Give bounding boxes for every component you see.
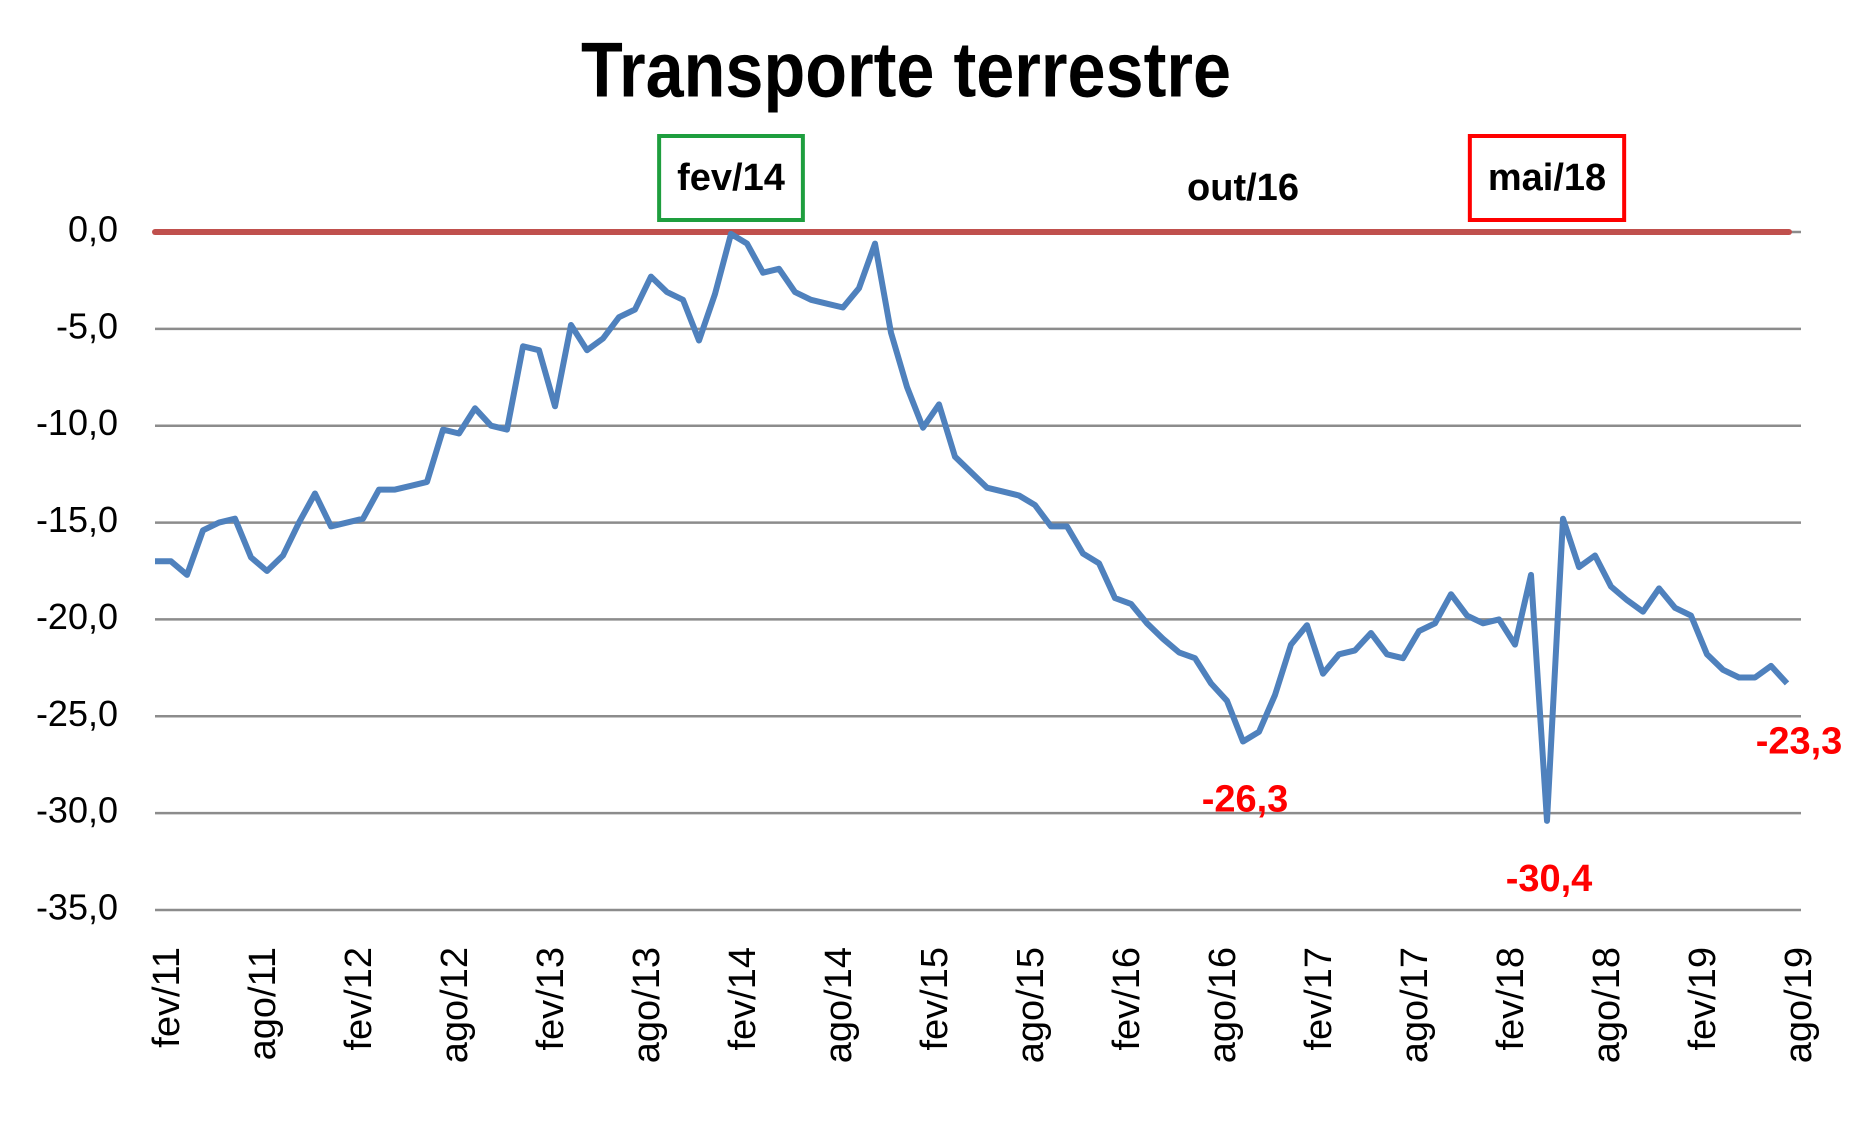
x-tick-label: ago/17 [1394,947,1436,1063]
x-tick-label: ago/15 [1010,947,1052,1063]
y-tick-label: -35,0 [36,887,118,928]
y-tick-label: -20,0 [36,596,118,637]
x-tick-label: fev/18 [1490,947,1532,1051]
y-tick-label: -5,0 [56,305,118,346]
y-tick-label: -15,0 [36,499,118,540]
y-tick-label: -10,0 [36,402,118,443]
y-tick-label: -30,0 [36,790,118,831]
x-tick-label: fev/16 [1106,947,1148,1051]
x-tick-label: fev/14 [722,947,764,1051]
x-tick-label: ago/16 [1202,947,1244,1063]
y-tick-label: -25,0 [36,693,118,734]
x-tick-label: ago/12 [434,947,476,1063]
x-tick-label: fev/13 [530,947,572,1051]
annotation: mai/18 [1488,157,1606,199]
series-line [155,230,1790,824]
annotation: out/16 [1187,167,1299,209]
chart-title: Transporte terrestre [581,26,1231,114]
data-label: -26,3 [1202,778,1289,820]
x-tick-label: ago/13 [626,947,668,1063]
annotation: fev/14 [677,157,785,199]
x-tick-label: ago/14 [818,947,860,1063]
annotation-box [657,134,805,222]
y-tick-label: 0,0 [68,209,118,250]
x-tick-label: fev/19 [1682,947,1724,1051]
x-tick-label: ago/11 [242,947,284,1060]
x-tick-label: fev/15 [914,947,956,1051]
data-label: -30,4 [1506,858,1593,900]
x-tick-label: ago/18 [1586,947,1628,1063]
data-label: -23,3 [1756,720,1843,762]
x-tick-label: fev/12 [338,947,380,1051]
x-tick-label: fev/17 [1298,947,1340,1051]
x-tick-label: ago/19 [1778,947,1820,1063]
x-tick-label: fev/11 [146,947,188,1048]
annotation-box [1467,134,1627,222]
